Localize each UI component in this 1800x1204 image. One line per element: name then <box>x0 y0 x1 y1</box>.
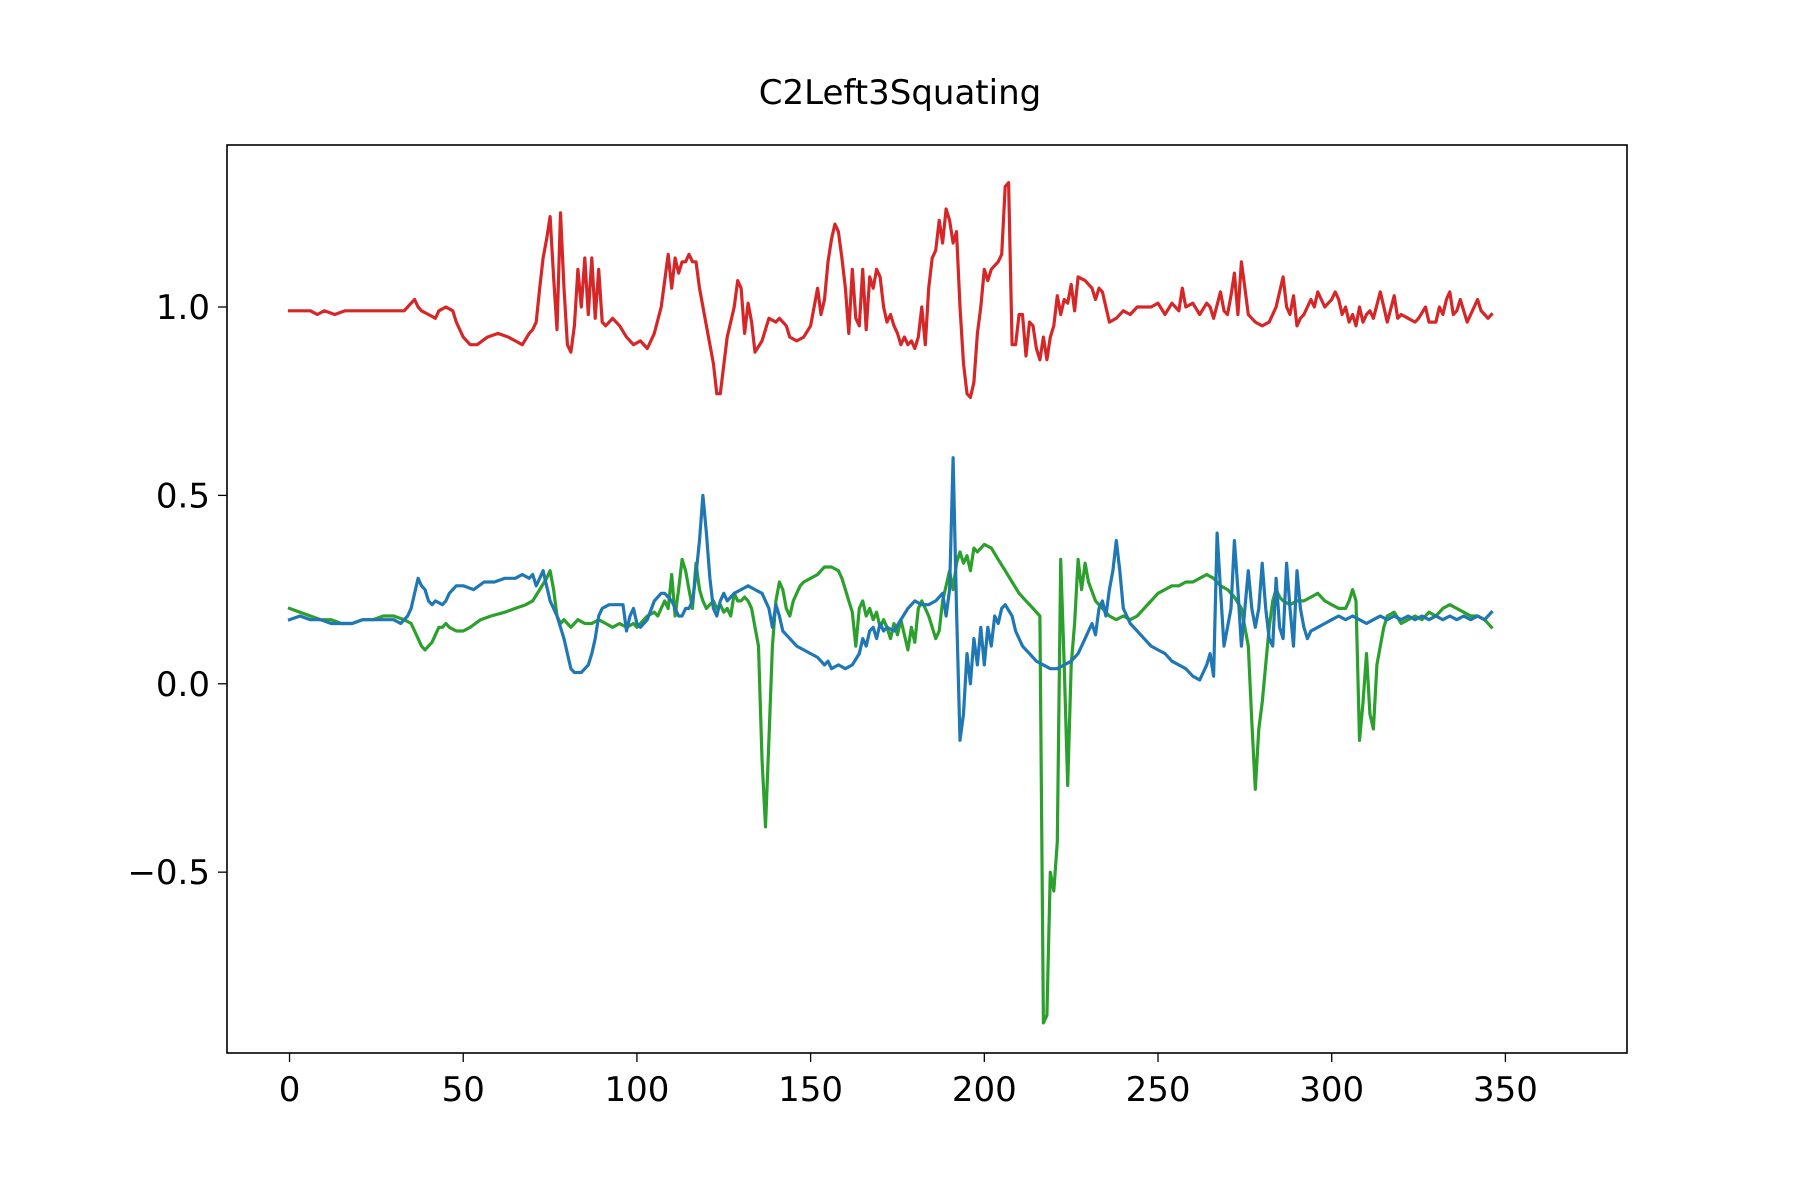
chart-title: C2Left3Squating <box>759 73 1041 113</box>
series-layer <box>287 181 1494 1025</box>
x-tick-label: 300 <box>1299 1070 1364 1110</box>
x-tick-label: 0 <box>279 1070 301 1110</box>
x-axis: 0 50 100 150 200 250 300 350 <box>279 1053 1538 1110</box>
y-tick-label: −0.5 <box>127 853 210 893</box>
y-tick-label: 1.0 <box>156 288 210 328</box>
y-tick-label: 0.0 <box>156 665 210 705</box>
series-line-3 <box>287 456 1494 742</box>
x-tick-label: 200 <box>952 1070 1017 1110</box>
y-axis: −0.5 0.0 0.5 1.0 <box>127 288 227 893</box>
series-line-2 <box>287 542 1494 1025</box>
x-tick-label: 100 <box>604 1070 669 1110</box>
x-tick-label: 250 <box>1126 1070 1191 1110</box>
x-tick-label: 50 <box>442 1070 485 1110</box>
y-tick-label: 0.5 <box>156 476 210 516</box>
x-tick-label: 150 <box>778 1070 843 1110</box>
x-tick-label: 350 <box>1473 1070 1538 1110</box>
plot-area-frame <box>226 144 1628 1054</box>
series-line-1 <box>287 181 1494 399</box>
